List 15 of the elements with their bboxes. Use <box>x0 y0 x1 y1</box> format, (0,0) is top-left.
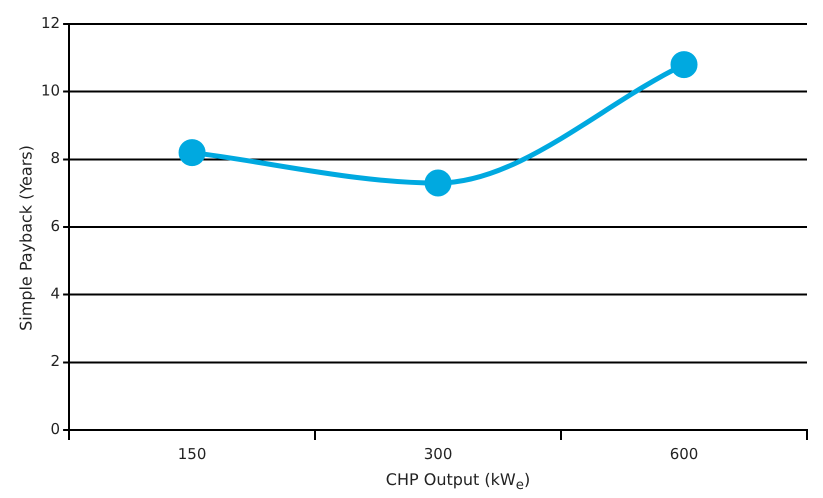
x-axis-title: CHP Output (kW$_{e}$) <box>386 470 530 494</box>
y-tick-label: 4 <box>50 284 60 303</box>
x-tick-label: 150 <box>178 444 206 463</box>
y-tick-label: 2 <box>50 352 60 370</box>
point <box>670 51 698 78</box>
y-tick-label: 8 <box>50 149 60 168</box>
y-tick-label: 6 <box>50 216 60 235</box>
x-tick-label: 600 <box>670 444 698 463</box>
point <box>178 139 206 166</box>
y-tick-label: 0 <box>50 420 60 438</box>
y-tick-label: 10 <box>40 82 60 100</box>
point <box>424 170 452 197</box>
x-tick-label: 300 <box>424 444 452 463</box>
y-axis-title: Simple Payback (Years) <box>16 145 36 331</box>
y-tick-label: 12 <box>40 14 60 32</box>
